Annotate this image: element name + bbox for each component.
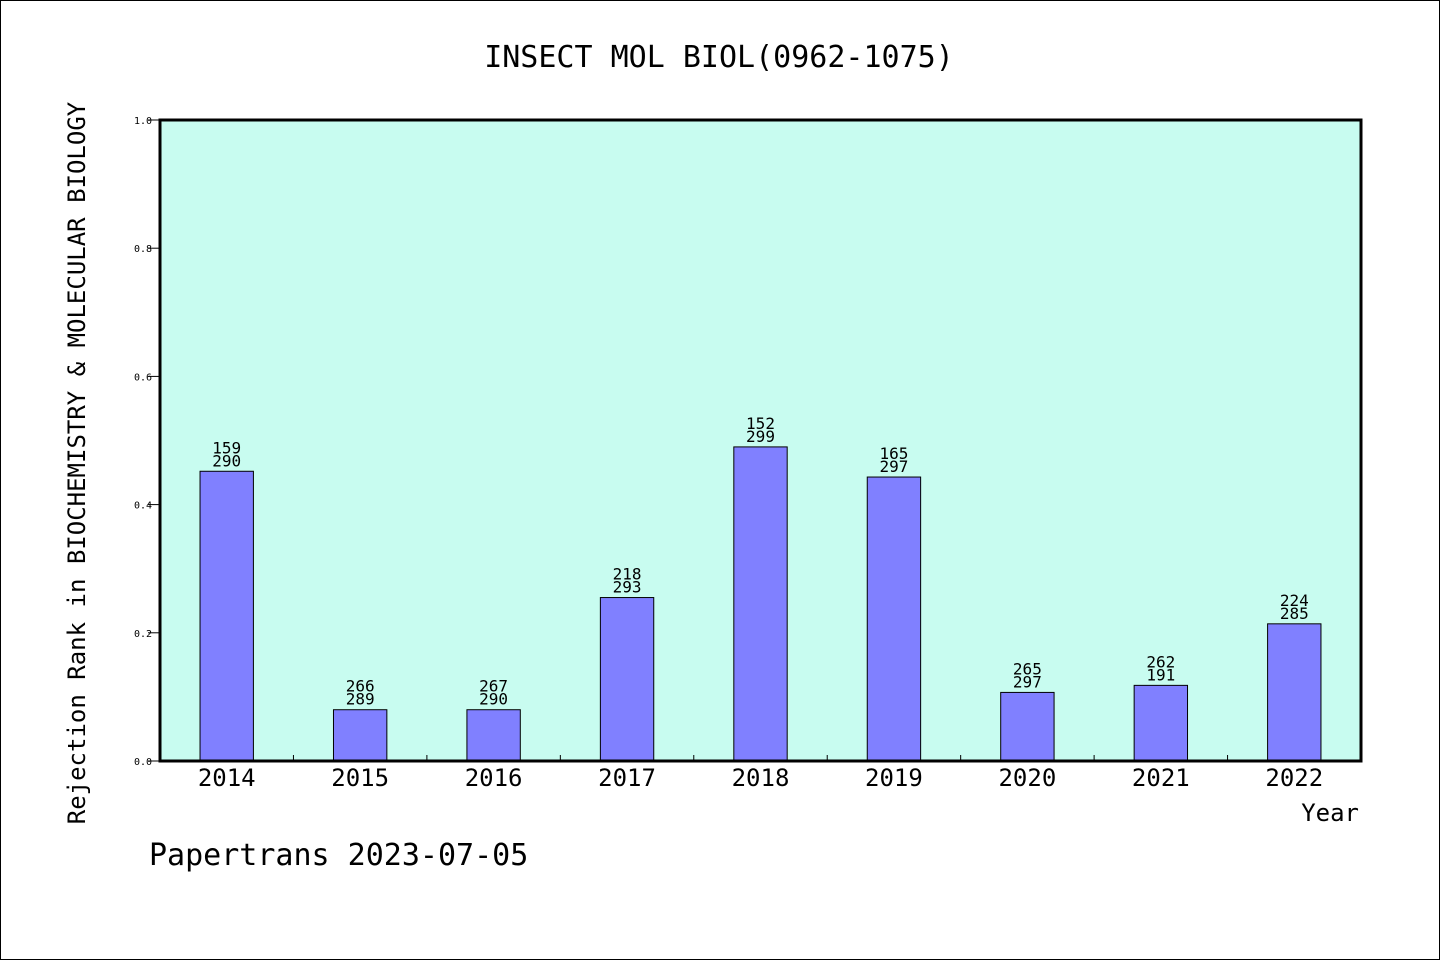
bar-2019 bbox=[866, 476, 922, 762]
chart-title: INSECT MOL BIOL(0962-1075) bbox=[484, 40, 954, 75]
bar-label-top-2015: 266 bbox=[346, 677, 375, 696]
x-tick-label-2020: 2020 bbox=[998, 764, 1056, 792]
y-axis-label: Rejection Rank in BIOCHEMISTRY & MOLECUL… bbox=[63, 101, 91, 824]
bar-2021 bbox=[1133, 684, 1189, 762]
bar-label-bottom-2019: 297 bbox=[879, 457, 908, 476]
x-tick-label-2018: 2018 bbox=[732, 764, 790, 792]
bars: 1592902662892672902182931522991652972652… bbox=[199, 414, 1322, 762]
x-axis: 2014 2015 2016 2017 2018 2019 2020 2021 2022 bbox=[198, 755, 1323, 792]
bar-2017 bbox=[599, 597, 655, 762]
y-axis: 0.0 0.2 0.4 0.6 0.8 1.0 bbox=[134, 116, 160, 768]
x-tick-label-2019: 2019 bbox=[865, 764, 923, 792]
y-tick-label: 0.8 bbox=[134, 244, 152, 255]
bar-2016 bbox=[466, 709, 521, 762]
y-tick-label: 0.6 bbox=[134, 372, 152, 383]
footer-credit: Papertrans 2023-07-05 bbox=[149, 838, 528, 873]
bar-label-top-2019: 165 bbox=[879, 444, 908, 463]
y-tick-label: 0.4 bbox=[134, 501, 152, 512]
bar-2014 bbox=[199, 470, 254, 762]
bar-2018 bbox=[733, 446, 788, 762]
bar-label-top-2017: 218 bbox=[613, 565, 642, 584]
bar-label-bottom-2014: 290 bbox=[212, 451, 241, 470]
plot-frame bbox=[158, 118, 1363, 763]
bar-label-bottom-2018: 299 bbox=[746, 427, 775, 446]
x-tick-label-2021: 2021 bbox=[1132, 764, 1190, 792]
bar-label-bottom-2022: 285 bbox=[1280, 604, 1309, 623]
bar-label-top-2018: 152 bbox=[746, 414, 775, 433]
x-tick-label-2014: 2014 bbox=[198, 764, 256, 792]
bar-label-top-2022: 224 bbox=[1280, 591, 1309, 610]
x-tick-label-2022: 2022 bbox=[1265, 764, 1323, 792]
x-axis-label: Year bbox=[1301, 799, 1359, 827]
x-tick-label-2016: 2016 bbox=[465, 764, 523, 792]
bar-label-top-2016: 267 bbox=[479, 677, 508, 696]
bar-label-bottom-2016: 290 bbox=[479, 690, 508, 709]
bar-label-top-2014: 159 bbox=[212, 438, 241, 457]
bar-label-bottom-2020: 297 bbox=[1013, 672, 1042, 691]
bar-label-bottom-2021: 191 bbox=[1146, 665, 1175, 684]
bar-2020 bbox=[1000, 691, 1055, 762]
bar-label-top-2021: 262 bbox=[1146, 652, 1175, 671]
x-tick-label-2017: 2017 bbox=[598, 764, 656, 792]
bar-2022 bbox=[1267, 623, 1322, 762]
bar-2015 bbox=[332, 709, 388, 762]
y-tick-label: 1.0 bbox=[134, 116, 152, 127]
bar-label-bottom-2017: 293 bbox=[613, 578, 642, 597]
bar-label-bottom-2015: 289 bbox=[346, 690, 375, 709]
x-tick-label-2015: 2015 bbox=[331, 764, 389, 792]
y-tick-label: 0.2 bbox=[134, 629, 152, 640]
bar-label-top-2020: 265 bbox=[1013, 659, 1042, 678]
y-tick-label: 0.0 bbox=[134, 757, 152, 768]
